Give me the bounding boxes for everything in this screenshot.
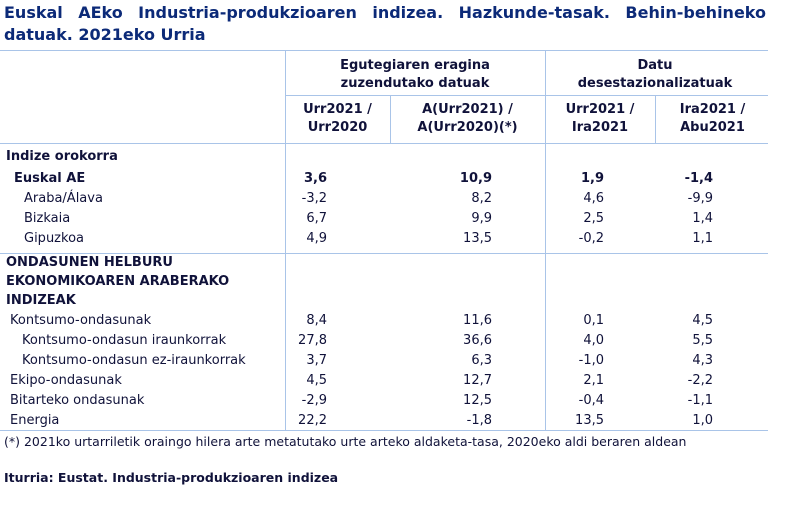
cell-value: -1,1 <box>687 393 713 408</box>
rule <box>0 430 768 431</box>
section-title: ONDASUNEN HELBURU EKONOMIKOAREN ARABERAK… <box>6 255 230 308</box>
cell-value: 36,6 <box>463 333 492 348</box>
row-label: Kontsumo-ondasun iraunkorrak <box>22 333 227 348</box>
cell-value: 8,4 <box>306 313 327 328</box>
row-label: Bitarteko ondasunak <box>10 393 145 408</box>
row-label: Bizkaia <box>24 211 71 226</box>
rule <box>0 253 768 254</box>
cell-value: -2,2 <box>687 373 713 388</box>
cell-value: 4,6 <box>583 191 604 206</box>
column-header: Ira2021 / Abu2021 <box>679 102 746 135</box>
column-header: Urr2021 / Urr2020 <box>303 102 372 135</box>
cell-value: 12,5 <box>463 393 492 408</box>
cell-value: 12,7 <box>463 373 492 388</box>
cell-value: 11,6 <box>463 313 492 328</box>
cell-value: 4,9 <box>306 231 327 246</box>
source: Iturria: Eustat. Industria-produkzioaren… <box>4 470 339 485</box>
cell-value: -1,4 <box>684 171 713 186</box>
row-label: Euskal AE <box>14 171 86 186</box>
cell-value: 10,9 <box>459 171 492 186</box>
cell-value: 13,5 <box>575 413 604 428</box>
cell-value: -9,9 <box>687 191 713 206</box>
rule <box>0 143 768 144</box>
cell-value: 6,7 <box>306 211 327 226</box>
cell-value: 1,4 <box>692 211 713 226</box>
cell-value: 4,3 <box>692 353 713 368</box>
section-title: Indize orokorra <box>6 149 118 164</box>
cell-value: 1,1 <box>692 231 713 246</box>
cell-value: 27,8 <box>298 333 327 348</box>
cell-value: 4,5 <box>692 313 713 328</box>
cell-value: 13,5 <box>463 231 492 246</box>
rule <box>285 95 768 96</box>
cell-value: -1,0 <box>578 353 604 368</box>
row-label: Energia <box>10 413 60 428</box>
cell-value: 5,5 <box>692 333 713 348</box>
column-header: Urr2021 / Ira2021 <box>565 102 635 135</box>
row-label: Kontsumo-ondasun ez-iraunkorrak <box>22 353 246 368</box>
group-header: Datu desestazionalizatuak <box>577 58 733 91</box>
cell-value: -0,2 <box>578 231 604 246</box>
cell-value: 3,6 <box>303 171 327 186</box>
rule <box>545 50 546 430</box>
row-label: Kontsumo-ondasunak <box>10 313 152 328</box>
column-header: A(Urr2021) / A(Urr2020)(*) <box>417 102 518 135</box>
cell-value: 22,2 <box>298 413 327 428</box>
row-label: Gipuzkoa <box>24 231 84 246</box>
group-header: Egutegiaren eragina zuzendutako datuak <box>340 58 490 91</box>
footnote: (*) 2021ko urtarriletik oraingo hilera a… <box>4 434 687 449</box>
cell-value: 0,1 <box>583 313 604 328</box>
cell-value: -0,4 <box>578 393 604 408</box>
cell-value: 2,5 <box>583 211 604 226</box>
cell-value: 8,2 <box>471 191 492 206</box>
row-label: Araba/Álava <box>24 191 103 206</box>
cell-value: -3,2 <box>301 191 327 206</box>
title: Euskal AEko Industria-produkzioaren indi… <box>4 3 766 44</box>
cell-value: 4,0 <box>583 333 604 348</box>
row-label: Ekipo-ondasunak <box>10 373 122 388</box>
cell-value: -2,9 <box>301 393 327 408</box>
cell-value: 1,9 <box>580 171 604 186</box>
cell-value: -1,8 <box>466 413 492 428</box>
rule <box>390 95 391 143</box>
cell-value: 1,0 <box>692 413 713 428</box>
rule <box>285 50 286 430</box>
cell-value: 4,5 <box>306 373 327 388</box>
cell-value: 2,1 <box>583 373 604 388</box>
cell-value: 9,9 <box>471 211 492 226</box>
cell-value: 3,7 <box>306 353 327 368</box>
rule <box>0 50 768 51</box>
rule <box>655 95 656 143</box>
cell-value: 6,3 <box>471 353 492 368</box>
